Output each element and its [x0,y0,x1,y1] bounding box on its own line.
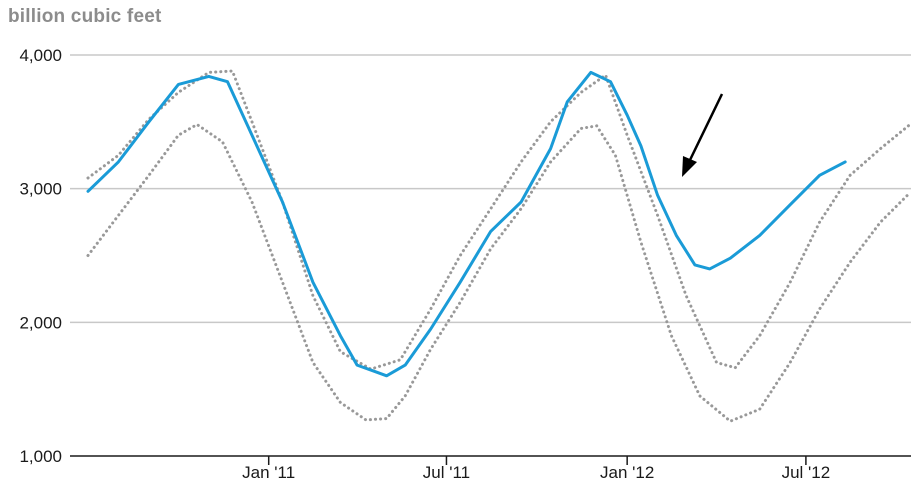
gridlines [70,54,911,324]
y-axis-unit-label: billion cubic feet [8,6,162,27]
x-tick-label: Jul '12 [782,463,831,482]
series-line-range-lower [86,123,911,423]
x-axis: Jan '11 Jul '11 Jan '12 Jul '12 [70,455,911,482]
y-tick-labels: 1,000 2,000 3,000 4,000 [19,46,62,466]
y-tick-label: 4,000 [19,46,62,65]
x-tick-label: Jan '12 [600,463,654,482]
arrow-head [682,156,697,177]
arrow-shaft [688,93,724,161]
annotation-arrow [682,93,724,177]
x-tick-label: Jul '11 [423,463,470,482]
y-tick-label: 1,000 [19,447,62,466]
x-tick-label: Jan '11 [242,463,295,482]
series-line-range-upper [86,69,911,371]
y-tick-label: 3,000 [19,180,62,199]
y-tick-label: 2,000 [19,313,62,332]
series-line-value [86,70,847,378]
series-group [86,69,911,423]
